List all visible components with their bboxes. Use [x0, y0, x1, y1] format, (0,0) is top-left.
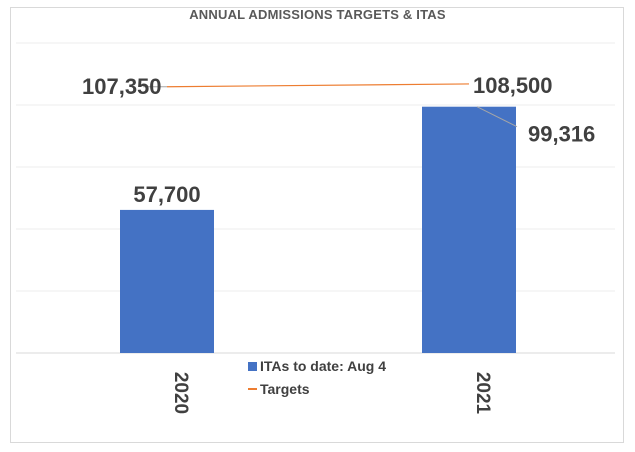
data-label-target-2021: 108,500 [473, 73, 553, 98]
chart-frame [10, 7, 624, 443]
x-tick-label-2020: 2020 [170, 372, 191, 414]
chart-title: ANNUAL ADMISSIONS TARGETS & ITAS [189, 7, 446, 22]
legend-label-targets: Targets [260, 381, 310, 397]
legend-label-itas: ITAs to date: Aug 4 [260, 358, 386, 374]
bar-itas-2021 [422, 106, 516, 353]
x-tick-label-2021: 2021 [472, 372, 493, 415]
targets-line [166, 83, 470, 88]
data-label-itas-2021: 99,316 [528, 122, 595, 147]
legend-swatch-targets [248, 388, 257, 390]
legend-item-targets: Targets [248, 381, 310, 397]
bar-label-leader [476, 106, 518, 128]
bar-itas-2020 [120, 209, 214, 353]
data-label-itas-2020: 57,700 [133, 182, 200, 207]
legend-item-itas: ITAs to date: Aug 4 [248, 358, 386, 374]
legend-swatch-itas [248, 361, 257, 371]
data-label-target-2020: 107,350 [82, 74, 162, 99]
